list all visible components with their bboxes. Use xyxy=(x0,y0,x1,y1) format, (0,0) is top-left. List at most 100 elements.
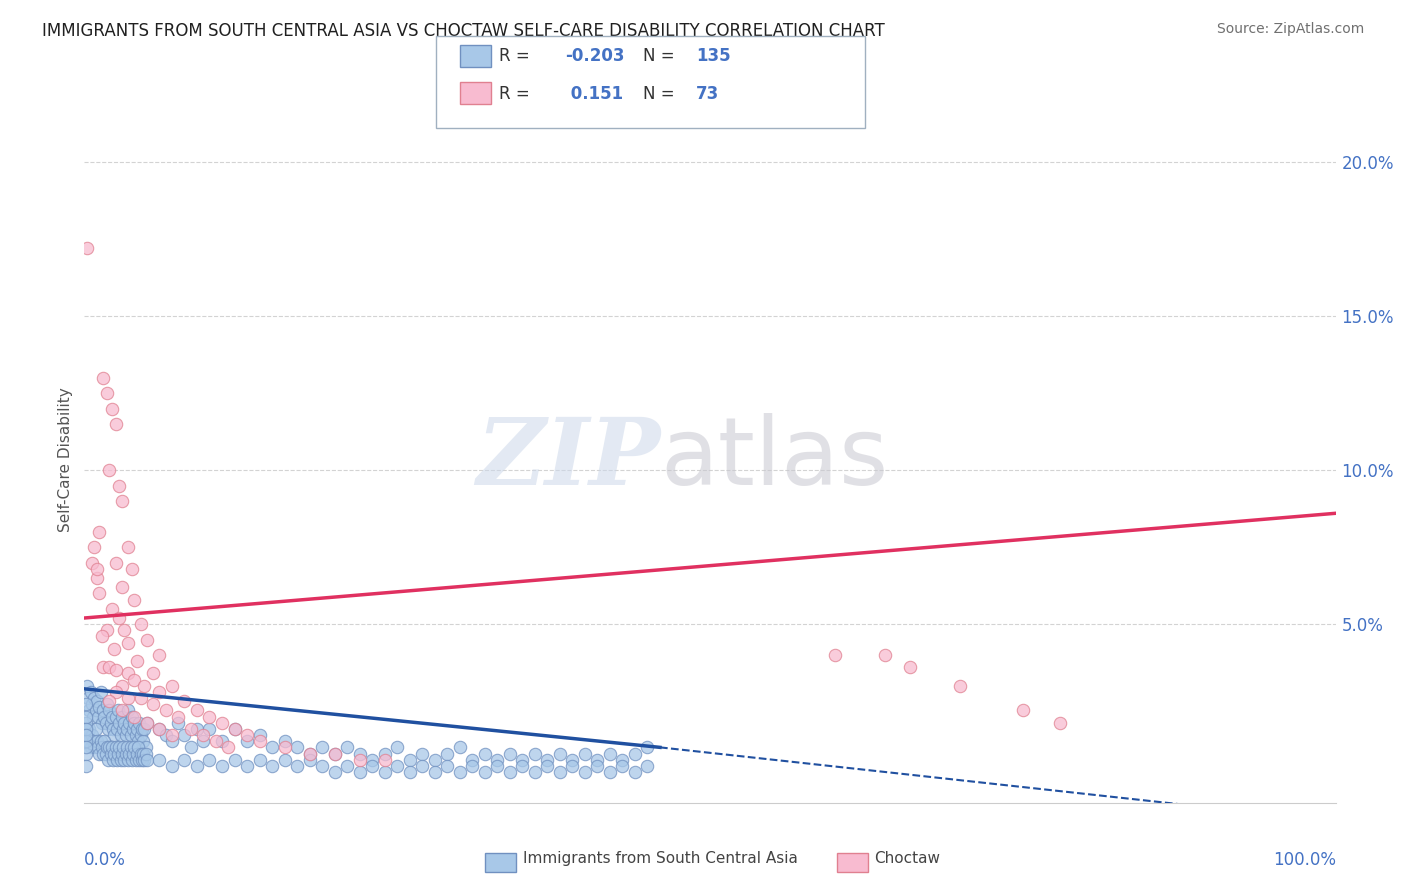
Point xyxy=(101,753,124,767)
Point xyxy=(536,759,558,773)
Point xyxy=(122,747,145,761)
Point xyxy=(374,753,396,767)
Point xyxy=(155,703,177,717)
Point xyxy=(148,648,170,662)
Point xyxy=(90,630,112,644)
Point xyxy=(124,715,146,730)
Point xyxy=(100,747,122,761)
Point xyxy=(104,417,127,431)
Point xyxy=(142,666,165,681)
Point xyxy=(136,715,159,730)
Point xyxy=(148,722,170,736)
Point xyxy=(135,747,157,761)
Point xyxy=(155,728,177,742)
Point xyxy=(101,709,124,723)
Point xyxy=(211,734,233,748)
Point xyxy=(107,747,129,761)
Point xyxy=(398,753,420,767)
Point xyxy=(79,703,101,717)
Point xyxy=(374,764,396,779)
Point xyxy=(523,747,546,761)
Point xyxy=(449,764,471,779)
Point xyxy=(108,715,131,730)
Point xyxy=(135,740,157,755)
Point xyxy=(236,759,259,773)
Point xyxy=(77,734,100,748)
Point xyxy=(79,685,101,699)
Point xyxy=(586,753,609,767)
Point xyxy=(136,632,159,647)
Point xyxy=(129,728,152,742)
Point xyxy=(536,753,558,767)
Point xyxy=(128,753,150,767)
Point xyxy=(118,747,141,761)
Point xyxy=(148,685,170,699)
Point xyxy=(105,753,128,767)
Text: atlas: atlas xyxy=(659,413,889,506)
Point xyxy=(336,759,359,773)
Point xyxy=(180,740,202,755)
Point xyxy=(173,728,195,742)
Point xyxy=(131,753,153,767)
Text: Choctaw: Choctaw xyxy=(875,851,941,865)
Point xyxy=(1049,715,1071,730)
Point xyxy=(94,715,117,730)
Point xyxy=(96,740,118,755)
Point xyxy=(474,747,496,761)
Point xyxy=(108,478,131,492)
Point xyxy=(561,753,583,767)
Point xyxy=(249,728,271,742)
Point xyxy=(83,740,105,755)
Point xyxy=(361,753,384,767)
Point xyxy=(224,722,246,736)
Point xyxy=(129,747,152,761)
Point xyxy=(83,691,105,706)
Point xyxy=(87,740,110,755)
Point xyxy=(423,753,446,767)
Point xyxy=(173,753,195,767)
Point xyxy=(117,691,139,706)
Point xyxy=(98,660,121,674)
Point xyxy=(548,747,571,761)
Point xyxy=(875,648,897,662)
Point xyxy=(75,709,97,723)
Point xyxy=(80,556,103,570)
Point xyxy=(160,759,183,773)
Point xyxy=(117,666,139,681)
Point xyxy=(136,715,159,730)
Point xyxy=(224,722,246,736)
Point xyxy=(89,747,111,761)
Point xyxy=(115,722,138,736)
Point xyxy=(79,740,101,755)
Point xyxy=(167,709,190,723)
Point xyxy=(160,734,183,748)
Point xyxy=(262,759,284,773)
Point xyxy=(198,722,221,736)
Point xyxy=(298,753,321,767)
Point xyxy=(121,709,143,723)
Point xyxy=(112,722,135,736)
Point xyxy=(111,580,134,594)
Point xyxy=(96,698,118,712)
Point xyxy=(574,747,596,761)
Point xyxy=(112,753,135,767)
Point xyxy=(103,641,125,656)
Point xyxy=(120,740,142,755)
Point xyxy=(499,764,522,779)
Point xyxy=(186,722,208,736)
Point xyxy=(148,722,170,736)
Point xyxy=(142,698,165,712)
Point xyxy=(94,747,117,761)
Point xyxy=(91,747,114,761)
Point xyxy=(75,722,97,736)
Point xyxy=(110,728,132,742)
Point xyxy=(125,722,148,736)
Point xyxy=(90,734,112,748)
Point xyxy=(83,540,105,554)
Point xyxy=(98,703,121,717)
Point xyxy=(124,673,146,687)
Point xyxy=(76,679,98,693)
Point xyxy=(512,753,534,767)
Point xyxy=(612,759,634,773)
Point xyxy=(111,494,134,508)
